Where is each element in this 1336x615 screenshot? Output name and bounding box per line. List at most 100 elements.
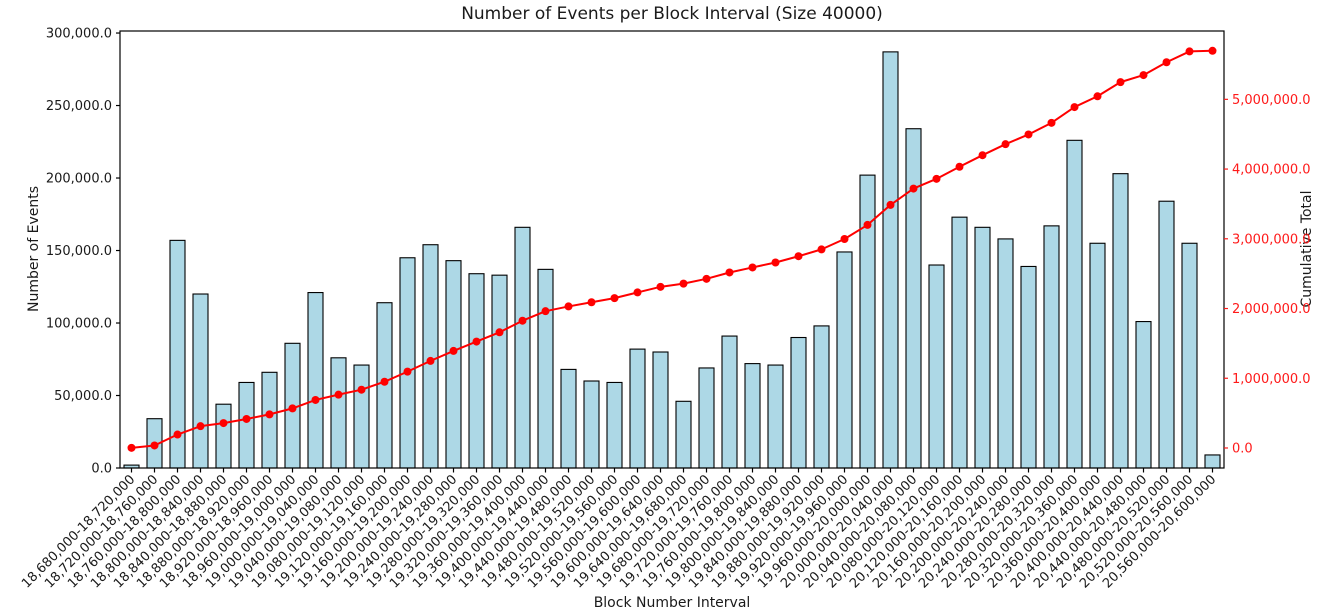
line-marker bbox=[357, 385, 366, 394]
line-marker bbox=[1024, 130, 1033, 139]
bar bbox=[1135, 321, 1152, 469]
line-marker bbox=[817, 245, 826, 254]
bar bbox=[606, 381, 623, 469]
line-marker bbox=[426, 356, 435, 365]
line-marker bbox=[679, 279, 688, 288]
bar bbox=[215, 403, 232, 469]
bar bbox=[468, 273, 485, 469]
bar bbox=[928, 264, 945, 469]
line-marker bbox=[932, 174, 941, 183]
line-marker bbox=[564, 302, 573, 311]
bar bbox=[1066, 139, 1083, 469]
bar bbox=[514, 226, 531, 469]
y-left-tick-label: 100,000.0 bbox=[46, 317, 112, 332]
line-marker bbox=[1116, 78, 1125, 87]
bar bbox=[422, 244, 439, 469]
line-marker bbox=[1070, 103, 1079, 112]
bar bbox=[399, 257, 416, 469]
line-marker bbox=[702, 274, 711, 283]
bar bbox=[1112, 173, 1129, 469]
line-marker bbox=[380, 377, 389, 386]
bar bbox=[813, 325, 830, 469]
line-marker bbox=[978, 151, 987, 160]
line-marker bbox=[265, 410, 274, 419]
line-marker bbox=[541, 307, 550, 316]
y-right-tick-label: 0.0 bbox=[1232, 441, 1253, 456]
line-marker bbox=[886, 200, 895, 209]
bar bbox=[698, 367, 715, 469]
bar bbox=[307, 292, 324, 469]
bar bbox=[491, 274, 508, 469]
line-marker bbox=[219, 419, 228, 428]
plot-area: 0.0 50,000.0 100,000.0 150,000.0 200,000.0 25… bbox=[19, 27, 1310, 592]
bar bbox=[836, 251, 853, 469]
line-marker bbox=[1208, 46, 1217, 55]
x-axis-label: Block Number Interval bbox=[594, 595, 751, 611]
bar bbox=[905, 128, 922, 469]
line-marker bbox=[794, 252, 803, 261]
line-marker bbox=[449, 346, 458, 355]
line-marker bbox=[1001, 140, 1010, 149]
bar bbox=[560, 368, 577, 469]
plot-frame bbox=[119, 30, 1225, 469]
y-axis-label-left: Number of Events bbox=[26, 186, 42, 312]
y-right-tick-label: 5,000,000.0 bbox=[1232, 93, 1311, 108]
chart-title: Number of Events per Block Interval (Siz… bbox=[461, 4, 883, 24]
line-marker bbox=[909, 184, 918, 193]
line-marker bbox=[495, 328, 504, 337]
y-left-tick-label: 250,000.0 bbox=[46, 99, 112, 114]
bar bbox=[974, 226, 991, 469]
line-marker bbox=[955, 162, 964, 171]
line-marker bbox=[472, 337, 481, 346]
line-marker bbox=[288, 404, 297, 413]
y-left-tick-label: 50,000.0 bbox=[54, 389, 112, 404]
line-marker bbox=[334, 390, 343, 399]
line-marker bbox=[196, 422, 205, 431]
line-marker bbox=[633, 288, 642, 297]
bar bbox=[1089, 242, 1106, 469]
y-left-tick-label: 150,000.0 bbox=[46, 244, 112, 259]
y-right-tick-label: 4,000,000.0 bbox=[1232, 163, 1311, 178]
bar bbox=[261, 371, 278, 469]
bar bbox=[353, 364, 370, 469]
y-right-tick-label: 2,000,000.0 bbox=[1232, 302, 1311, 317]
bar bbox=[1158, 200, 1175, 469]
bar bbox=[721, 335, 738, 469]
line-marker bbox=[771, 258, 780, 267]
bar bbox=[767, 364, 784, 469]
bar bbox=[238, 381, 255, 469]
line-marker bbox=[1047, 118, 1056, 127]
line-marker bbox=[1162, 58, 1171, 67]
y-axis-label-right: Cumulative Total bbox=[1299, 190, 1315, 307]
bar bbox=[1020, 265, 1037, 469]
bar bbox=[629, 348, 646, 469]
line-marker bbox=[1139, 71, 1148, 80]
line-marker bbox=[587, 298, 596, 307]
y-left-tick-label: 200,000.0 bbox=[46, 172, 112, 187]
line-marker bbox=[403, 367, 412, 376]
bar bbox=[652, 351, 669, 469]
line-marker bbox=[840, 235, 849, 244]
line-marker bbox=[518, 316, 527, 325]
bar bbox=[1043, 225, 1060, 469]
bar bbox=[583, 380, 600, 469]
bar bbox=[537, 268, 554, 469]
bar bbox=[1204, 454, 1221, 469]
y-right-tick-label: 1,000,000.0 bbox=[1232, 372, 1311, 387]
cumulative-line bbox=[131, 49, 1213, 449]
line-marker bbox=[311, 395, 320, 404]
bar bbox=[790, 336, 807, 469]
bar bbox=[445, 260, 462, 469]
line-marker bbox=[150, 441, 159, 450]
y-left-tick-label: 0.0 bbox=[91, 462, 112, 477]
y-left-tick-label: 300,000.0 bbox=[46, 27, 112, 42]
line-marker bbox=[863, 220, 872, 229]
line-marker bbox=[610, 294, 619, 303]
line-marker bbox=[173, 430, 182, 439]
bar bbox=[675, 400, 692, 469]
bar bbox=[192, 293, 209, 469]
y-right-tick-label: 3,000,000.0 bbox=[1232, 232, 1311, 247]
bar bbox=[882, 51, 899, 469]
